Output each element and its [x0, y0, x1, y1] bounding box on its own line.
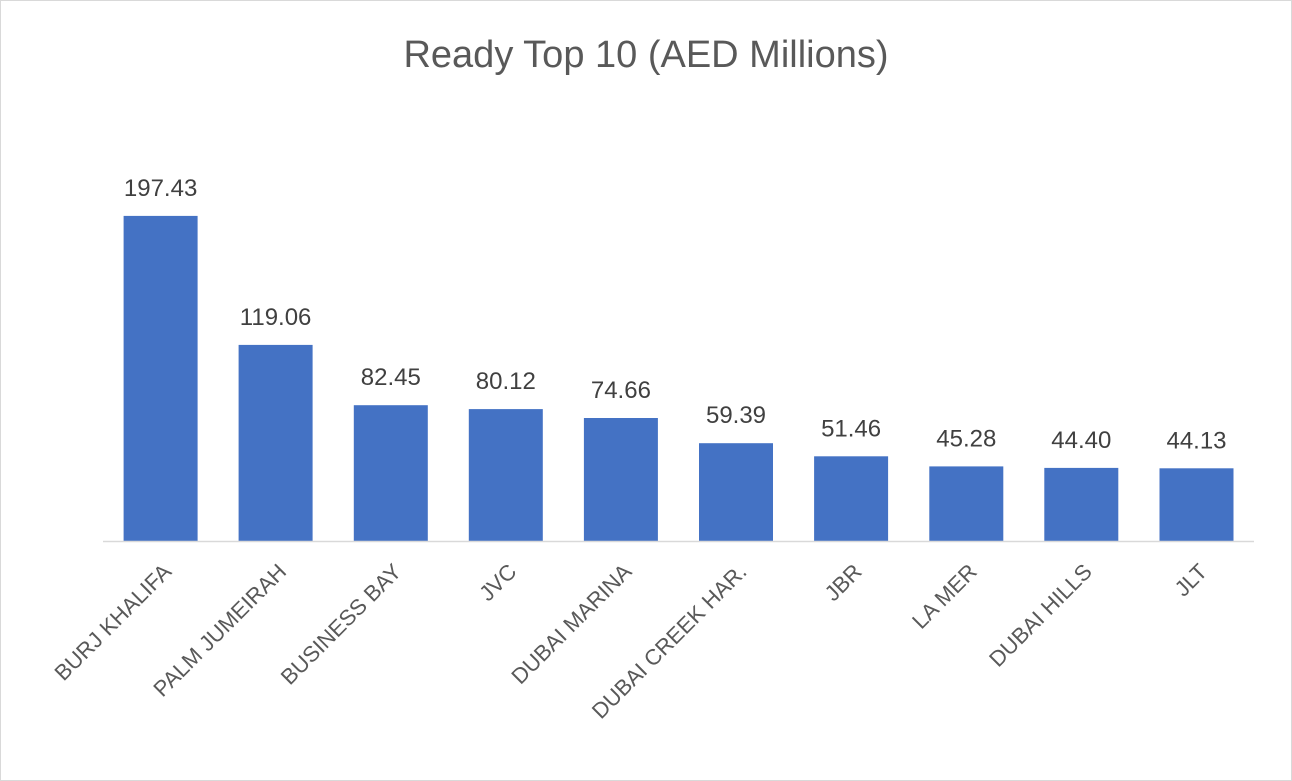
bar — [699, 443, 773, 541]
bars-group — [123, 215, 1234, 541]
data-label: 80.12 — [476, 368, 536, 395]
bar — [929, 466, 1004, 541]
bar — [123, 215, 198, 541]
data-label: 45.28 — [936, 425, 996, 452]
data-label: 197.43 — [124, 175, 197, 202]
chart-title: Ready Top 10 (AED Millions) — [403, 34, 889, 76]
data-label: 44.13 — [1166, 427, 1226, 454]
data-label: 44.40 — [1051, 427, 1111, 454]
category-label: JBR — [820, 559, 867, 606]
bar — [1159, 468, 1234, 541]
data-label: 51.46 — [821, 415, 881, 442]
data-label: 119.06 — [240, 304, 312, 331]
data-labels-group: 197.43 119.06 82.45 80.12 74.66 59.39 51.46 45.… — [124, 175, 1227, 454]
bar — [1044, 467, 1119, 541]
category-label: BUSINESS BAY — [276, 559, 407, 690]
bar — [238, 344, 313, 541]
category-label: DUBAI MARINA — [506, 559, 636, 689]
bar — [353, 405, 428, 541]
bar — [468, 409, 543, 541]
category-label: BURJ KHALIFA — [50, 559, 177, 686]
category-label: JVC — [474, 559, 521, 606]
category-label: LA MER — [907, 559, 982, 634]
bar — [814, 456, 889, 541]
data-label: 59.39 — [706, 402, 766, 429]
bar — [583, 418, 658, 541]
category-label: DUBAI HILLS — [984, 559, 1097, 672]
data-label: 82.45 — [361, 364, 421, 391]
data-label: 74.66 — [591, 377, 651, 404]
category-label: JLT — [1170, 559, 1212, 601]
